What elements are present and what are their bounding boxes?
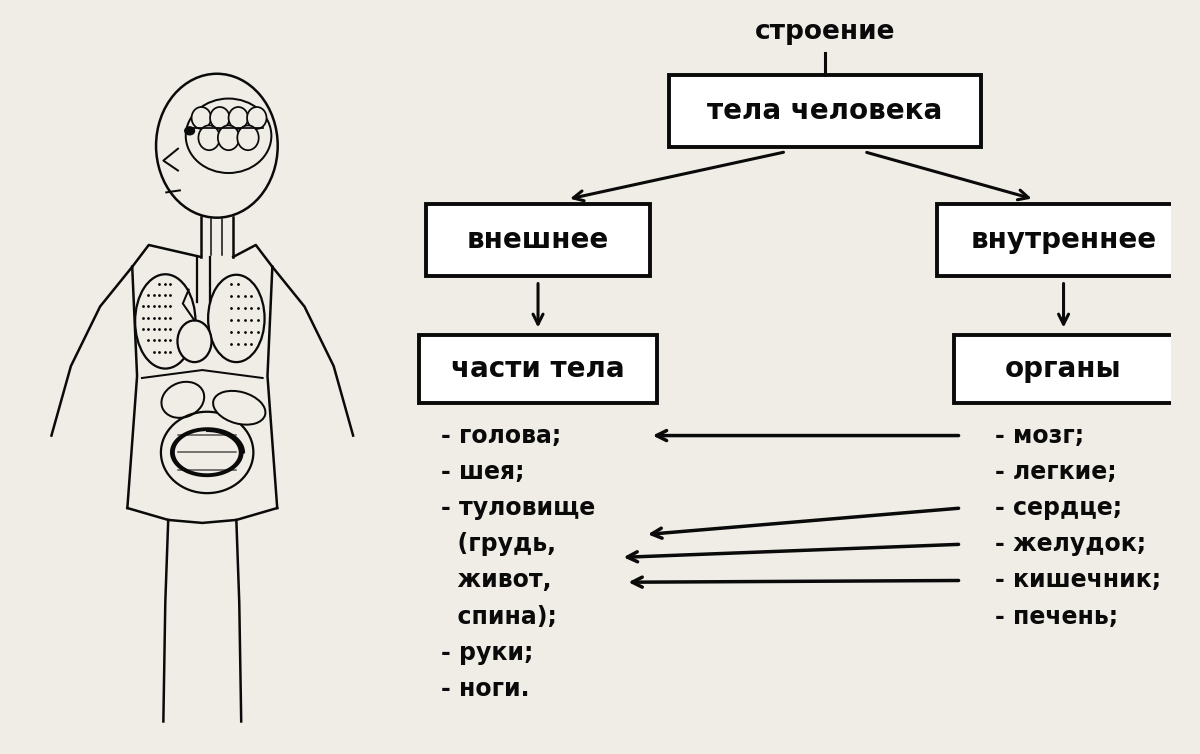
Text: - голова;: - голова; [440,424,560,448]
Text: части тела: части тела [451,355,625,383]
Ellipse shape [178,320,211,362]
Ellipse shape [228,107,248,129]
Text: - туловище: - туловище [440,496,595,520]
Text: (грудь,: (грудь, [440,532,556,556]
Bar [954,336,1174,403]
Bar [937,204,1190,276]
Text: - желудок;: - желудок; [996,532,1146,556]
Text: внешнее: внешнее [467,226,610,254]
Text: - печень;: - печень; [996,605,1118,629]
Text: - легкие;: - легкие; [996,460,1117,484]
Ellipse shape [247,107,266,129]
Text: спина);: спина); [440,605,557,629]
Text: - мозг;: - мозг; [996,424,1085,448]
Ellipse shape [238,125,259,150]
Ellipse shape [198,125,220,150]
Ellipse shape [210,107,229,129]
Text: - руки;: - руки; [440,641,533,665]
Bar [426,204,650,276]
Ellipse shape [162,382,204,418]
Ellipse shape [208,274,264,362]
Ellipse shape [192,107,211,129]
Ellipse shape [186,99,271,173]
Text: - сердце;: - сердце; [996,496,1122,520]
Ellipse shape [214,391,265,425]
Ellipse shape [185,127,194,135]
Text: - шея;: - шея; [440,460,524,484]
Text: живот,: живот, [440,569,551,593]
Text: органы: органы [1006,355,1122,383]
Text: - ноги.: - ноги. [440,677,529,701]
Bar [419,336,658,403]
Text: строение: строение [755,19,895,44]
Ellipse shape [218,125,239,150]
Text: - кишечник;: - кишечник; [996,569,1162,593]
Ellipse shape [156,74,277,218]
Ellipse shape [136,274,196,369]
Text: внутреннее: внутреннее [971,226,1157,254]
Text: тела человека: тела человека [708,97,943,125]
Bar [670,75,980,147]
